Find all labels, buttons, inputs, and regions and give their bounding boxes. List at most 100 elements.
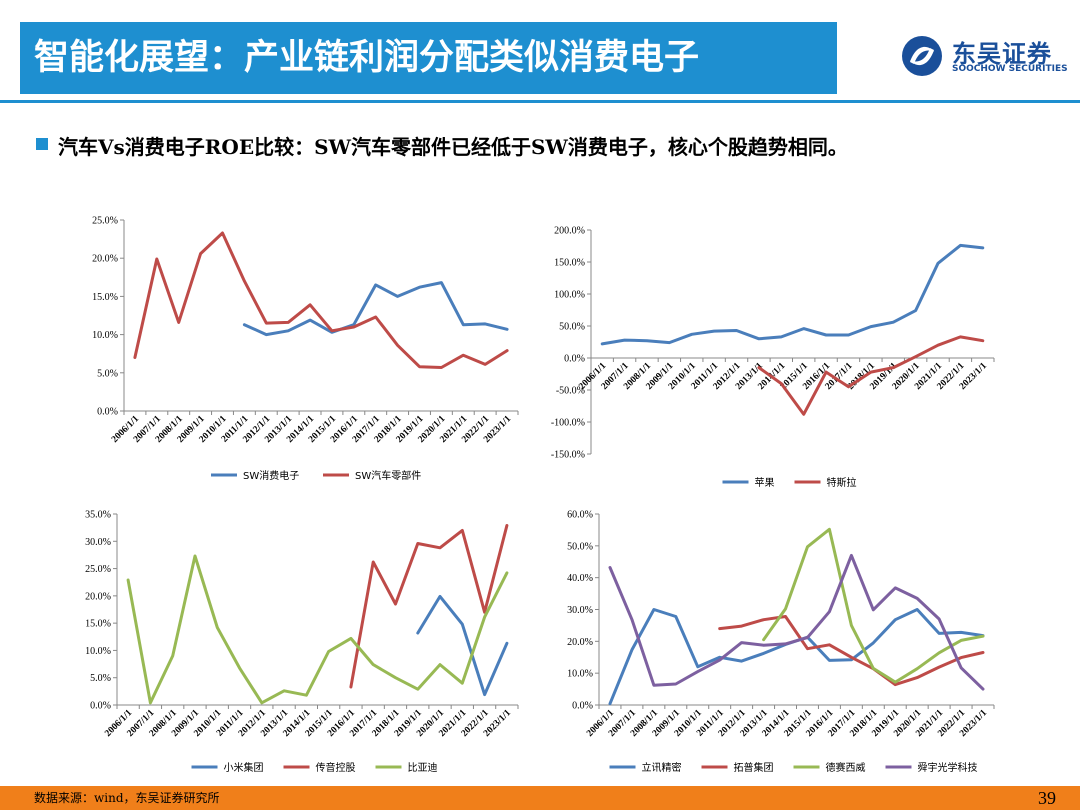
data-point <box>915 356 917 358</box>
data-point <box>484 694 486 696</box>
data-point <box>440 282 442 284</box>
data-point <box>418 286 421 288</box>
data-point <box>825 371 827 373</box>
data-point <box>484 363 486 365</box>
data-point <box>894 684 896 686</box>
data-point <box>763 652 765 654</box>
legend-label: SW汽车零部件 <box>355 469 421 482</box>
data-point <box>287 321 289 323</box>
data-point <box>982 635 984 637</box>
slide-subtitle: 汽车Vs消费电子ROE比较：SW汽车零部件已经低于SW消费电子，核心个股趋势相同… <box>58 135 848 159</box>
data-point <box>806 546 809 548</box>
data-point <box>394 677 397 679</box>
data-point <box>780 336 782 338</box>
data-point <box>763 639 765 641</box>
chart-xiaomi-transsion-byd-roe-svg: 0.0%5.0%10.0%15.0%20.0%25.0%30.0%35.0%20… <box>85 510 519 774</box>
y-tick-label: 40.0% <box>567 573 593 584</box>
y-tick-label: 10.0% <box>567 669 593 680</box>
y-tick-label: 10.0% <box>92 330 118 341</box>
data-point <box>960 667 962 669</box>
data-point <box>134 356 136 359</box>
data-point <box>675 615 677 618</box>
y-tick-label: 200.0% <box>554 226 585 237</box>
chart-component-makers-roe-svg: 0.0%10.0%20.0%30.0%40.0%50.0%60.0%2006/1… <box>567 510 995 774</box>
chart-apple-tesla-roe-svg: -150.0% -100.0% -50.0% 0.0% 50.0% 100.0% 150.0… <box>551 226 995 489</box>
data-point <box>439 547 441 549</box>
data-point <box>506 328 508 330</box>
data-point <box>960 631 962 633</box>
data-point <box>916 597 918 599</box>
chart-component-makers-roe: 0.0% 10.0% 20.0% 30.0% 40.0% 50.0% 60.0% 2006/1… <box>530 505 1010 785</box>
data-point <box>847 334 850 336</box>
logo-english-name: SOOCHOW SECURITIES <box>952 64 1068 74</box>
data-point <box>653 684 655 686</box>
data-point <box>172 655 174 657</box>
data-point <box>719 656 721 658</box>
data-point <box>713 330 715 332</box>
data-point <box>872 667 874 669</box>
legend-label: 传音控股 <box>316 761 356 774</box>
y-tick-label: -150.0% <box>551 450 585 461</box>
data-point <box>506 524 508 527</box>
data-point <box>894 587 896 589</box>
data-point <box>331 330 333 332</box>
page-title: 智能化展望：产业链利润分配类似消费电子 <box>34 38 700 78</box>
y-tick-label: 0.0% <box>97 407 118 418</box>
data-point <box>828 659 830 661</box>
y-tick-label: -50.0% <box>556 386 585 397</box>
chart-apple-tesla-roe: -150.0% -100.0% -50.0% 0.0% 50.0% 100.0% 150.0… <box>530 222 1010 492</box>
data-point <box>309 319 311 321</box>
data-point <box>631 649 633 651</box>
series-line-0 <box>600 243 985 346</box>
data-point <box>982 688 984 690</box>
data-point <box>261 702 263 704</box>
y-tick-label: 20.0% <box>92 254 118 265</box>
data-point <box>461 623 463 625</box>
data-source: 数据来源：wind，东吴证券研究所 <box>34 791 220 805</box>
data-point <box>397 295 399 297</box>
y-tick-label: 35.0% <box>85 510 111 521</box>
data-point <box>828 611 830 613</box>
data-point <box>216 626 218 629</box>
y-tick-label: 0.0% <box>572 701 593 712</box>
data-point <box>439 664 441 666</box>
data-point <box>397 344 399 346</box>
data-point <box>982 651 984 654</box>
y-tick-label: 20.0% <box>85 591 111 602</box>
data-point <box>872 609 874 611</box>
data-point <box>394 603 397 605</box>
data-point <box>697 666 699 668</box>
data-point <box>305 694 307 696</box>
data-point <box>243 280 245 282</box>
data-point <box>758 338 760 340</box>
series-line-1 <box>133 231 509 369</box>
bullet-square-icon <box>36 138 48 150</box>
data-point <box>601 343 603 345</box>
y-tick-label: 15.0% <box>85 619 111 630</box>
data-point <box>784 643 787 645</box>
series-line-0 <box>242 281 509 337</box>
legend-label: 德赛西威 <box>826 761 866 774</box>
legend-label: SW消费电子 <box>243 469 299 482</box>
data-point <box>462 324 464 326</box>
series-line-3 <box>608 553 985 691</box>
y-tick-label: 25.0% <box>85 564 111 575</box>
data-point <box>828 528 830 530</box>
data-point <box>960 657 962 659</box>
data-point <box>916 677 918 679</box>
page-number: 39 <box>1038 788 1056 808</box>
y-tick-label: 0.0% <box>564 354 585 365</box>
data-point <box>287 330 289 332</box>
header-divider <box>0 100 1080 103</box>
data-point <box>763 619 765 621</box>
data-point <box>763 644 765 646</box>
data-point <box>691 333 693 335</box>
legend-label: 立讯精密 <box>642 761 682 774</box>
data-point <box>418 366 421 368</box>
data-point <box>350 686 352 688</box>
data-point <box>668 342 670 344</box>
data-point <box>959 336 961 338</box>
data-point <box>653 608 655 611</box>
data-point <box>484 611 486 613</box>
data-point <box>350 637 352 639</box>
